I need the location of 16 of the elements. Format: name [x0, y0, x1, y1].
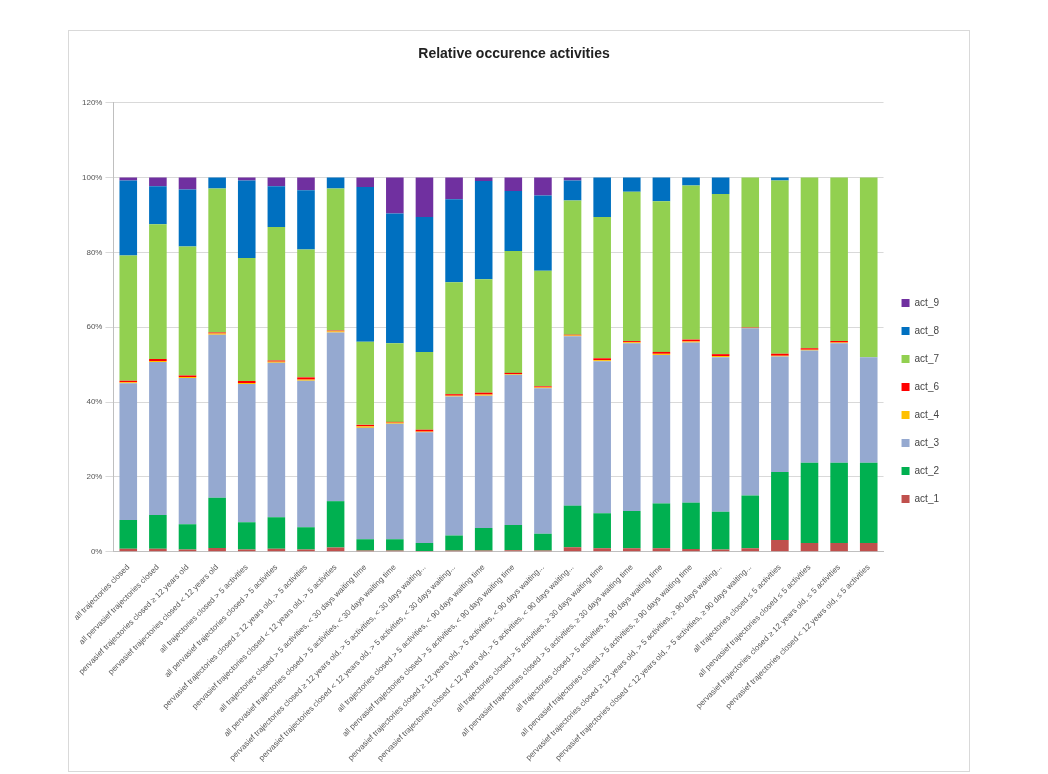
y-tick-label: 80% — [86, 247, 103, 257]
y-tick-label: 0% — [90, 546, 103, 556]
legend-label: act_3 — [914, 436, 940, 448]
y-tick-label: 20% — [86, 472, 103, 482]
y-tick-label: 100% — [81, 172, 103, 182]
legend-label: act_8 — [914, 324, 940, 336]
legend-label: act_2 — [914, 464, 940, 476]
y-tick-label: 40% — [86, 397, 103, 407]
legend-label: act_9 — [914, 296, 940, 308]
legend-label: act_6 — [914, 380, 940, 392]
chart-title: Relative occurence activities — [418, 45, 610, 62]
legend-label: act_7 — [914, 352, 940, 364]
legend-label: act_1 — [914, 492, 940, 504]
y-tick-label: 60% — [86, 322, 103, 332]
legend-label: act_4 — [914, 408, 940, 420]
y-tick-label: 120% — [81, 98, 103, 107]
